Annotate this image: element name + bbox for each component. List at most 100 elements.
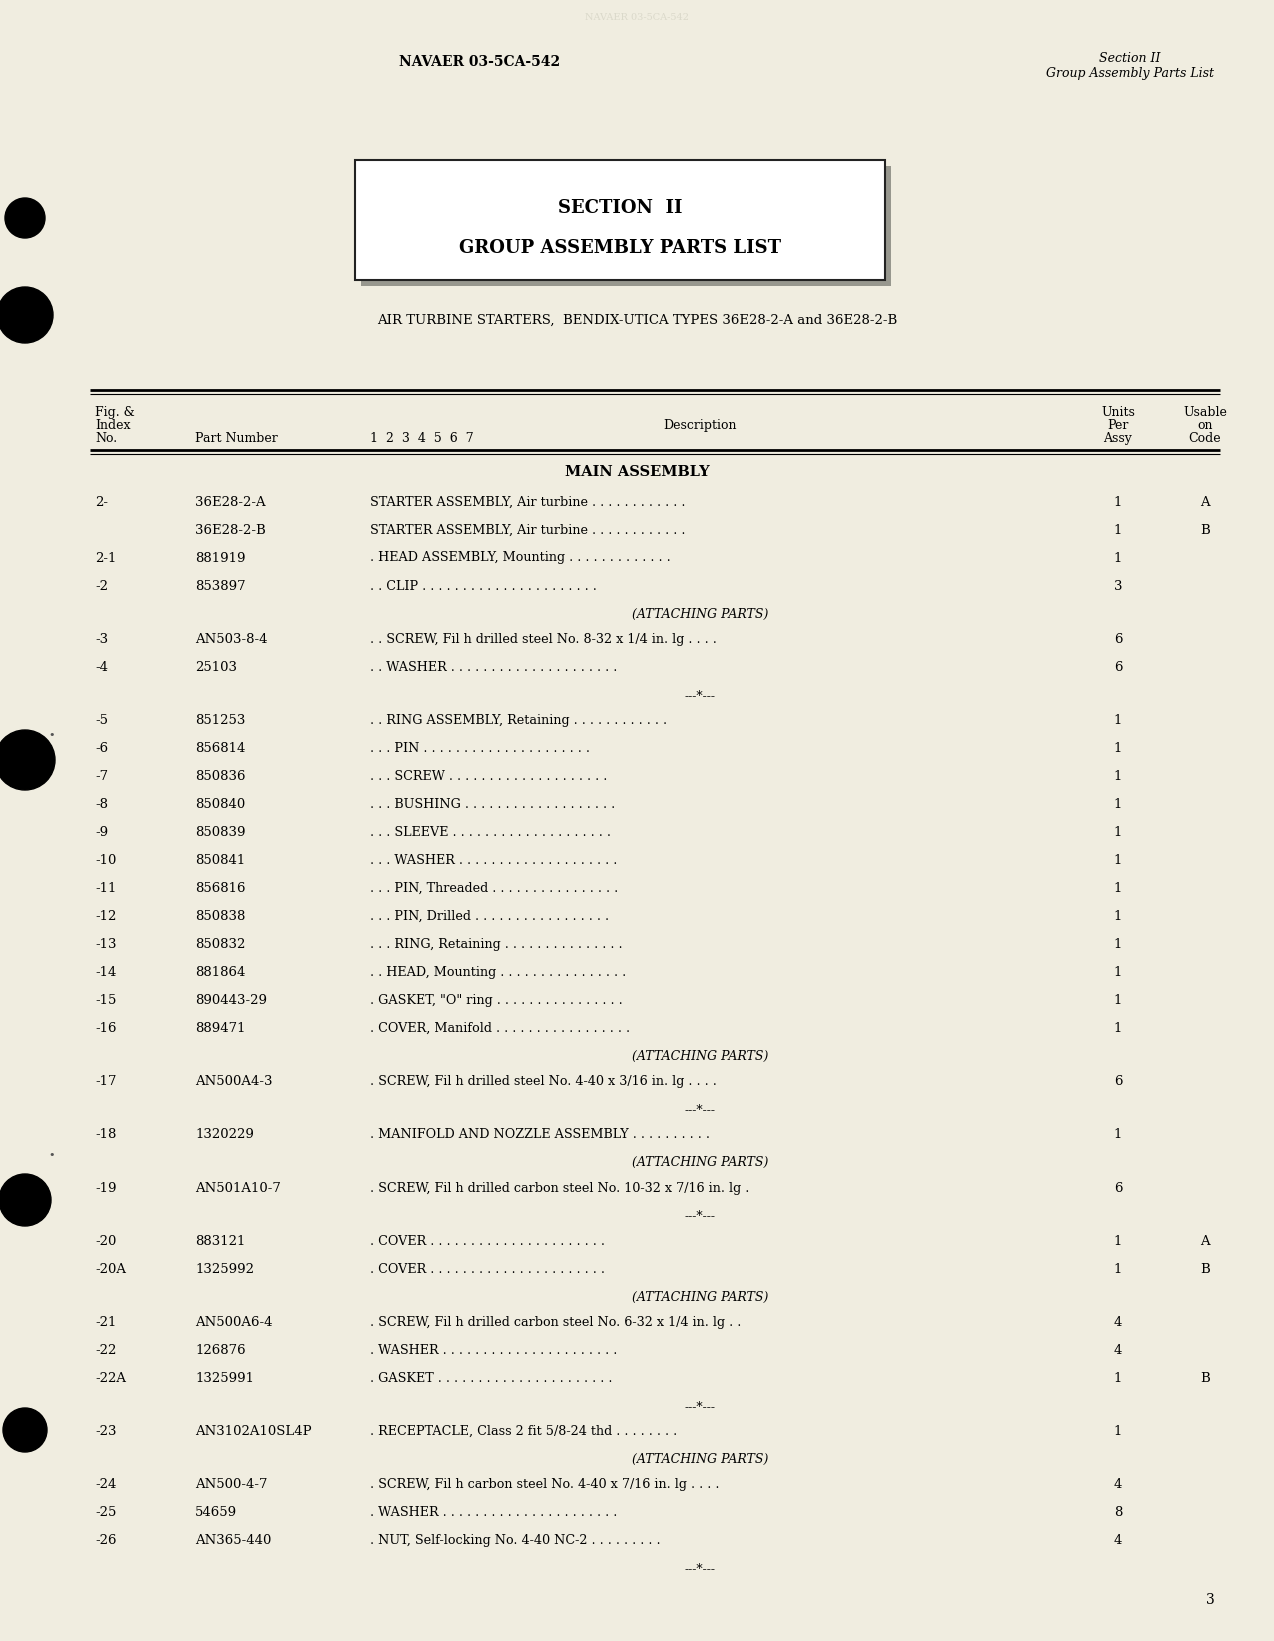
Text: 126876: 126876 xyxy=(195,1344,246,1357)
Circle shape xyxy=(0,1173,51,1226)
Text: . . . SCREW . . . . . . . . . . . . . . . . . . . .: . . . SCREW . . . . . . . . . . . . . . … xyxy=(369,770,608,783)
Text: -20: -20 xyxy=(96,1234,116,1247)
Text: . . HEAD, Mounting . . . . . . . . . . . . . . . .: . . HEAD, Mounting . . . . . . . . . . .… xyxy=(369,967,627,980)
Text: AN3102A10SL4P: AN3102A10SL4P xyxy=(195,1424,312,1438)
Text: SECTION  II: SECTION II xyxy=(558,199,683,217)
Text: Group Assembly Parts List: Group Assembly Parts List xyxy=(1046,67,1214,80)
Text: 1: 1 xyxy=(1113,1262,1122,1275)
Text: . . CLIP . . . . . . . . . . . . . . . . . . . . . .: . . CLIP . . . . . . . . . . . . . . . .… xyxy=(369,579,598,592)
Text: 1: 1 xyxy=(1113,523,1122,537)
Text: AN500A4-3: AN500A4-3 xyxy=(195,1075,273,1088)
Text: 4: 4 xyxy=(1113,1344,1122,1357)
Text: -6: -6 xyxy=(96,742,108,755)
FancyBboxPatch shape xyxy=(361,166,891,286)
Text: . SCREW, Fil h drilled steel No. 4-40 x 3/16 in. lg . . . .: . SCREW, Fil h drilled steel No. 4-40 x … xyxy=(369,1075,717,1088)
Text: ---*---: ---*--- xyxy=(684,1103,716,1116)
Text: (ATTACHING PARTS): (ATTACHING PARTS) xyxy=(632,1452,768,1465)
Text: . SCREW, Fil h carbon steel No. 4-40 x 7/16 in. lg . . . .: . SCREW, Fil h carbon steel No. 4-40 x 7… xyxy=(369,1479,720,1492)
Text: 883121: 883121 xyxy=(195,1234,246,1247)
Text: -5: -5 xyxy=(96,714,108,727)
Text: NAVAER 03-5CA-542: NAVAER 03-5CA-542 xyxy=(585,13,689,23)
Text: ---*---: ---*--- xyxy=(684,1562,716,1575)
Text: . HEAD ASSEMBLY, Mounting . . . . . . . . . . . . .: . HEAD ASSEMBLY, Mounting . . . . . . . … xyxy=(369,551,670,565)
Text: B: B xyxy=(1200,1372,1210,1385)
Text: (ATTACHING PARTS): (ATTACHING PARTS) xyxy=(632,1157,768,1170)
Text: 1: 1 xyxy=(1113,1424,1122,1438)
Text: -20A: -20A xyxy=(96,1262,126,1275)
Text: 850840: 850840 xyxy=(195,798,246,811)
Text: . . . SLEEVE . . . . . . . . . . . . . . . . . . . .: . . . SLEEVE . . . . . . . . . . . . . .… xyxy=(369,825,612,839)
Text: 36E28-2-B: 36E28-2-B xyxy=(195,523,266,537)
Text: 851253: 851253 xyxy=(195,714,246,727)
Text: 3: 3 xyxy=(1205,1593,1214,1607)
Text: Assy: Assy xyxy=(1103,432,1133,445)
Text: 889471: 889471 xyxy=(195,1022,246,1035)
Text: (ATTACHING PARTS): (ATTACHING PARTS) xyxy=(632,1050,768,1063)
Text: 890443-29: 890443-29 xyxy=(195,994,268,1008)
Text: 850838: 850838 xyxy=(195,909,246,922)
Text: 1: 1 xyxy=(1113,1234,1122,1247)
Text: 2-1: 2-1 xyxy=(96,551,116,565)
Text: AN503-8-4: AN503-8-4 xyxy=(195,633,268,645)
Text: 1: 1 xyxy=(1113,551,1122,565)
Text: -19: -19 xyxy=(96,1182,116,1195)
Text: 856814: 856814 xyxy=(195,742,246,755)
Text: 3: 3 xyxy=(1113,579,1122,592)
Text: -22: -22 xyxy=(96,1344,116,1357)
Text: -17: -17 xyxy=(96,1075,116,1088)
Text: 1: 1 xyxy=(1113,742,1122,755)
Text: •: • xyxy=(48,730,55,740)
Text: STARTER ASSEMBLY, Air turbine . . . . . . . . . . . .: STARTER ASSEMBLY, Air turbine . . . . . … xyxy=(369,523,685,537)
Text: . WASHER . . . . . . . . . . . . . . . . . . . . . .: . WASHER . . . . . . . . . . . . . . . .… xyxy=(369,1344,618,1357)
Text: 4: 4 xyxy=(1113,1316,1122,1329)
Text: -12: -12 xyxy=(96,909,116,922)
Text: . . . PIN . . . . . . . . . . . . . . . . . . . . .: . . . PIN . . . . . . . . . . . . . . . … xyxy=(369,742,590,755)
Text: (ATTACHING PARTS): (ATTACHING PARTS) xyxy=(632,607,768,620)
Text: . . RING ASSEMBLY, Retaining . . . . . . . . . . . .: . . RING ASSEMBLY, Retaining . . . . . .… xyxy=(369,714,668,727)
Text: B: B xyxy=(1200,1262,1210,1275)
Text: -15: -15 xyxy=(96,994,116,1008)
Text: -14: -14 xyxy=(96,967,116,980)
Text: 1: 1 xyxy=(1113,909,1122,922)
Text: -4: -4 xyxy=(96,661,108,674)
Text: Code: Code xyxy=(1189,432,1222,445)
Text: ---*---: ---*--- xyxy=(684,1400,716,1413)
Text: . COVER, Manifold . . . . . . . . . . . . . . . . .: . COVER, Manifold . . . . . . . . . . . … xyxy=(369,1022,631,1035)
Text: 1: 1 xyxy=(1113,967,1122,980)
Text: -16: -16 xyxy=(96,1022,116,1035)
Text: . WASHER . . . . . . . . . . . . . . . . . . . . . .: . WASHER . . . . . . . . . . . . . . . .… xyxy=(369,1506,618,1520)
Text: 1: 1 xyxy=(1113,714,1122,727)
Text: . . . PIN, Drilled . . . . . . . . . . . . . . . . .: . . . PIN, Drilled . . . . . . . . . . .… xyxy=(369,909,609,922)
Text: Usable: Usable xyxy=(1184,405,1227,418)
Text: . . . PIN, Threaded . . . . . . . . . . . . . . . .: . . . PIN, Threaded . . . . . . . . . . … xyxy=(369,881,618,894)
Circle shape xyxy=(0,287,54,343)
Text: A: A xyxy=(1200,1234,1210,1247)
Text: 1320229: 1320229 xyxy=(195,1129,254,1140)
Circle shape xyxy=(0,730,55,789)
Text: Description: Description xyxy=(664,418,736,432)
Text: -21: -21 xyxy=(96,1316,116,1329)
Text: 1: 1 xyxy=(1113,853,1122,866)
Text: STARTER ASSEMBLY, Air turbine . . . . . . . . . . . .: STARTER ASSEMBLY, Air turbine . . . . . … xyxy=(369,496,685,509)
Text: Section II: Section II xyxy=(1099,51,1161,64)
Text: -22A: -22A xyxy=(96,1372,126,1385)
Text: . COVER . . . . . . . . . . . . . . . . . . . . . .: . COVER . . . . . . . . . . . . . . . . … xyxy=(369,1262,605,1275)
Text: 1: 1 xyxy=(1113,1372,1122,1385)
Text: . . SCREW, Fil h drilled steel No. 8-32 x 1/4 in. lg . . . .: . . SCREW, Fil h drilled steel No. 8-32 … xyxy=(369,633,717,645)
Text: . RECEPTACLE, Class 2 fit 5/8-24 thd . . . . . . . .: . RECEPTACLE, Class 2 fit 5/8-24 thd . .… xyxy=(369,1424,678,1438)
Text: . SCREW, Fil h drilled carbon steel No. 10-32 x 7/16 in. lg .: . SCREW, Fil h drilled carbon steel No. … xyxy=(369,1182,749,1195)
Text: -10: -10 xyxy=(96,853,116,866)
Text: . SCREW, Fil h drilled carbon steel No. 6-32 x 1/4 in. lg . .: . SCREW, Fil h drilled carbon steel No. … xyxy=(369,1316,741,1329)
Text: -24: -24 xyxy=(96,1479,116,1492)
Text: AN365-440: AN365-440 xyxy=(195,1534,271,1547)
Text: 850839: 850839 xyxy=(195,825,246,839)
Text: -7: -7 xyxy=(96,770,108,783)
Text: 1: 1 xyxy=(1113,1022,1122,1035)
Text: 1: 1 xyxy=(1113,798,1122,811)
Text: -3: -3 xyxy=(96,633,108,645)
Text: 36E28-2-A: 36E28-2-A xyxy=(195,496,265,509)
Text: 853897: 853897 xyxy=(195,579,246,592)
Text: . . . BUSHING . . . . . . . . . . . . . . . . . . .: . . . BUSHING . . . . . . . . . . . . . … xyxy=(369,798,615,811)
Text: 850841: 850841 xyxy=(195,853,246,866)
Text: 1: 1 xyxy=(1113,994,1122,1008)
